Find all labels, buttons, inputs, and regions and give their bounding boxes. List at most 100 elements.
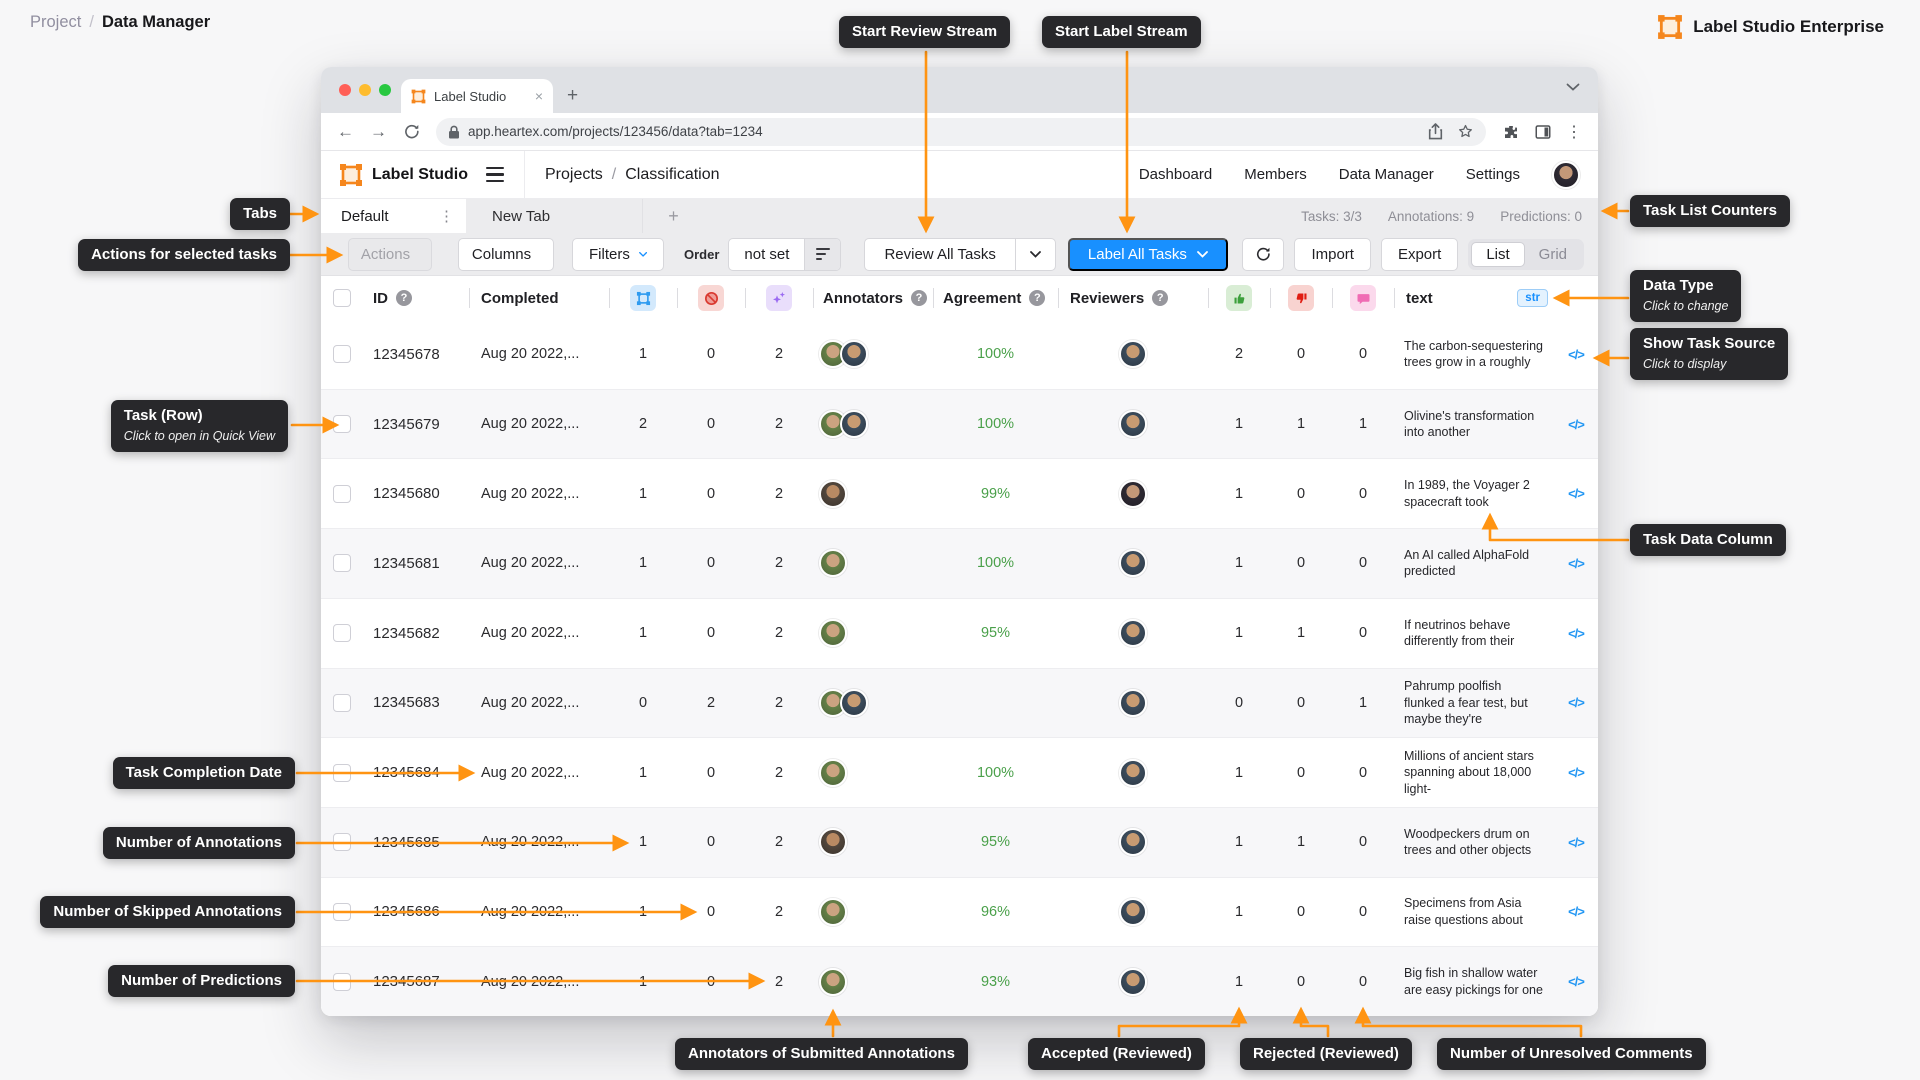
extensions-puzzle-icon[interactable] (1502, 123, 1520, 141)
nav-settings[interactable]: Settings (1466, 166, 1520, 183)
column-text-label[interactable]: text (1406, 290, 1433, 307)
help-icon[interactable]: ? (396, 290, 412, 306)
comments-column-icon[interactable] (1350, 285, 1376, 311)
source-code-icon[interactable]: </> (1568, 556, 1584, 571)
tab-options-kebab-icon[interactable]: ⋮ (439, 207, 454, 225)
source-code-icon[interactable]: </> (1568, 974, 1584, 989)
sort-direction-button[interactable] (804, 239, 840, 270)
table-row[interactable]: 12345680 Aug 20 2022,... 1 0 2 99% 1 0 0… (321, 458, 1598, 528)
annotator-avatar[interactable] (819, 619, 847, 647)
filters-button[interactable]: Filters (572, 238, 664, 271)
new-tab-button[interactable]: + (553, 79, 592, 113)
columns-button[interactable]: Columns (458, 238, 554, 271)
share-icon[interactable] (1428, 123, 1443, 140)
column-annotators-label[interactable]: Annotators (823, 290, 903, 307)
nav-members[interactable]: Members (1244, 166, 1307, 183)
reviewer-avatar[interactable] (1119, 689, 1147, 717)
table-row[interactable]: 12345687 Aug 20 2022,... 1 0 2 93% 1 0 0… (321, 946, 1598, 1016)
actions-button[interactable]: Actions (348, 238, 432, 271)
reviewer-avatar[interactable] (1119, 759, 1147, 787)
reviewer-avatar[interactable] (1119, 480, 1147, 508)
refresh-button[interactable] (1242, 238, 1284, 271)
source-code-icon[interactable]: </> (1568, 347, 1584, 362)
row-checkbox[interactable] (333, 415, 351, 433)
reviewer-avatar[interactable] (1119, 828, 1147, 856)
select-all-checkbox[interactable] (333, 289, 351, 307)
rejected-column-icon[interactable] (1288, 285, 1314, 311)
table-row[interactable]: 12345679 Aug 20 2022,... 2 0 2 100% 1 1 … (321, 389, 1598, 459)
row-checkbox[interactable] (333, 624, 351, 642)
annotator-avatar[interactable] (819, 480, 847, 508)
breadcrumb-root[interactable]: Project (30, 13, 81, 32)
back-icon[interactable]: ← (337, 122, 354, 142)
predictions-column-icon[interactable] (766, 285, 792, 311)
bookmark-star-icon[interactable] (1457, 123, 1474, 140)
tab-new-tab[interactable]: New Tab (466, 199, 642, 233)
projects-link[interactable]: Projects (545, 166, 603, 184)
row-checkbox[interactable] (333, 345, 351, 363)
help-icon[interactable]: ? (1152, 290, 1168, 306)
column-agreement-label[interactable]: Agreement (943, 290, 1021, 307)
table-row[interactable]: 12345683 Aug 20 2022,... 0 2 2 0 0 1 Pah… (321, 668, 1598, 738)
hamburger-menu-icon[interactable] (486, 167, 504, 182)
annotator-avatar[interactable] (819, 898, 847, 926)
column-reviewers-label[interactable]: Reviewers (1070, 290, 1144, 307)
label-all-tasks-button[interactable]: Label All Tasks (1068, 238, 1228, 271)
accepted-column-icon[interactable] (1226, 285, 1252, 311)
row-checkbox[interactable] (333, 485, 351, 503)
nav-data-manager[interactable]: Data Manager (1339, 166, 1434, 183)
help-icon[interactable]: ? (911, 290, 927, 306)
address-bar[interactable]: app.heartex.com/projects/123456/data?tab… (436, 118, 1486, 146)
reviewer-avatar[interactable] (1119, 549, 1147, 577)
reviewer-avatar[interactable] (1119, 898, 1147, 926)
review-options-chevron-button[interactable] (1015, 239, 1055, 270)
row-checkbox[interactable] (333, 973, 351, 991)
annotator-avatar[interactable] (840, 410, 868, 438)
user-avatar[interactable] (1552, 161, 1580, 189)
source-code-icon[interactable]: </> (1568, 626, 1584, 641)
reviewer-avatar[interactable] (1119, 619, 1147, 647)
sidebar-icon[interactable] (1534, 123, 1552, 141)
table-row[interactable]: 12345686 Aug 20 2022,... 1 0 2 96% 1 0 0… (321, 877, 1598, 947)
browser-tab[interactable]: Label Studio × (401, 79, 553, 113)
reviewer-avatar[interactable] (1119, 340, 1147, 368)
row-checkbox[interactable] (333, 554, 351, 572)
skipped-column-icon[interactable] (698, 285, 724, 311)
annotator-avatar[interactable] (840, 340, 868, 368)
tab-search-chevron-icon[interactable] (1566, 83, 1580, 91)
annotator-avatar[interactable] (819, 968, 847, 996)
row-checkbox[interactable] (333, 694, 351, 712)
row-checkbox[interactable] (333, 903, 351, 921)
annotator-avatar[interactable] (840, 689, 868, 717)
browser-menu-kebab-icon[interactable]: ⋮ (1566, 122, 1582, 142)
add-tab-button[interactable]: + (642, 199, 704, 233)
annotator-avatar[interactable] (819, 759, 847, 787)
source-code-icon[interactable]: </> (1568, 695, 1584, 710)
tab-default[interactable]: Default ⋮ (321, 199, 466, 233)
source-code-icon[interactable]: </> (1568, 486, 1584, 501)
table-row[interactable]: 12345685 Aug 20 2022,... 1 0 2 95% 1 1 0… (321, 807, 1598, 877)
zoom-window-button[interactable] (379, 84, 391, 96)
import-button[interactable]: Import (1294, 238, 1371, 271)
data-type-badge[interactable]: str (1517, 289, 1548, 307)
column-completed-label[interactable]: Completed (481, 290, 559, 307)
reviewer-avatar[interactable] (1119, 968, 1147, 996)
row-checkbox[interactable] (333, 833, 351, 851)
reload-icon[interactable] (403, 123, 420, 140)
help-icon[interactable]: ? (1029, 290, 1045, 306)
source-code-icon[interactable]: </> (1568, 904, 1584, 919)
close-tab-icon[interactable]: × (535, 88, 543, 104)
app-logo-text[interactable]: Label Studio (372, 166, 468, 184)
reviewer-avatar[interactable] (1119, 410, 1147, 438)
table-row[interactable]: 12345678 Aug 20 2022,... 1 0 2 100% 2 0 … (321, 320, 1598, 389)
list-view-button[interactable]: List (1471, 242, 1524, 267)
minimize-window-button[interactable] (359, 84, 371, 96)
source-code-icon[interactable]: </> (1568, 417, 1584, 432)
annotations-column-icon[interactable] (630, 285, 656, 311)
annotator-avatar[interactable] (819, 828, 847, 856)
table-row[interactable]: 12345684 Aug 20 2022,... 1 0 2 100% 1 0 … (321, 737, 1598, 807)
window-controls[interactable] (339, 84, 391, 96)
order-selector[interactable]: not set (728, 238, 841, 271)
review-all-tasks-button[interactable]: Review All Tasks (865, 239, 1014, 270)
nav-dashboard[interactable]: Dashboard (1139, 166, 1212, 183)
